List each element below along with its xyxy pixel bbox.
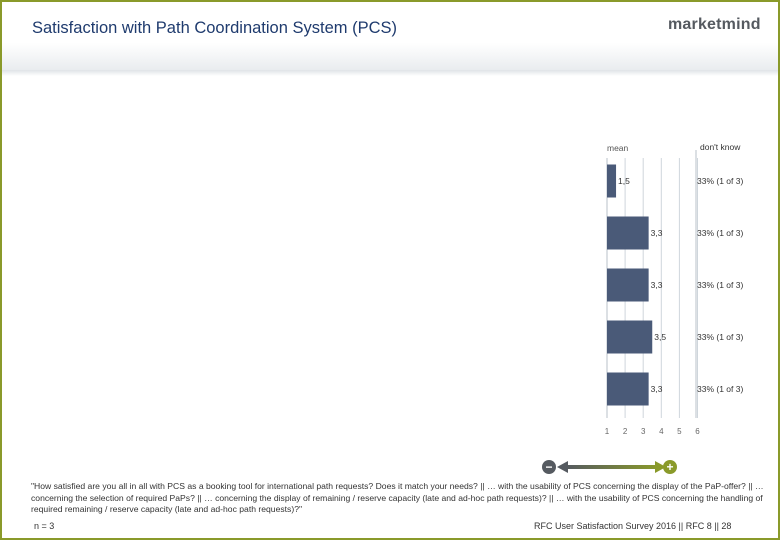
- bar-value-label: 3,5: [654, 332, 666, 342]
- scale-arrow-right-head: [655, 461, 666, 473]
- dont-know-label: don't know: [700, 142, 741, 152]
- x-axis-ticks: 1 2 3 4 5 6: [605, 427, 701, 436]
- dont-know-value: 33% (1 of 3): [697, 332, 743, 342]
- bars: 1,5 33% (1 of 3) 3,3 33% (1 of 3) 3,3 33% (1 …: [607, 164, 743, 406]
- plus-symbol: +: [666, 460, 673, 474]
- dont-know-value: 33% (1 of 3): [697, 384, 743, 394]
- question-text: "How satisfied are you all in all with P…: [31, 481, 764, 514]
- dont-know-value: 33% (1 of 3): [697, 280, 743, 290]
- x-tick-label: 2: [623, 427, 628, 436]
- minus-icon: [542, 460, 556, 474]
- x-tick-label: 4: [659, 427, 664, 436]
- plus-icon: [663, 460, 677, 474]
- header-divider: [2, 70, 778, 76]
- bar: [607, 268, 649, 302]
- bar: [607, 164, 617, 198]
- sample-size: n = 3: [34, 521, 55, 531]
- x-tick-label: 3: [641, 427, 646, 436]
- x-tick-label: 1: [605, 427, 610, 436]
- bar-value-label: 1,5: [618, 176, 630, 186]
- bar-value-label: 3,3: [651, 228, 663, 238]
- slide-header: Satisfaction with Path Coordination Syst…: [2, 2, 778, 70]
- scale-arrow-shaft: [566, 465, 658, 469]
- bar-value-label: 3,3: [651, 280, 663, 290]
- mean-label: mean: [607, 143, 629, 153]
- bar: [607, 216, 649, 250]
- dont-know-value: 33% (1 of 3): [697, 228, 743, 238]
- scale-arrow-left-head: [557, 461, 568, 473]
- marketmind-logo: marketmind: [668, 16, 761, 33]
- x-tick-label: 6: [695, 427, 700, 436]
- minus-symbol: −: [545, 460, 552, 474]
- bar-value-label: 3,3: [651, 384, 663, 394]
- footer-source: RFC User Satisfaction Survey 2016 || RFC…: [534, 521, 732, 531]
- page-title: Satisfaction with Path Coordination Syst…: [32, 19, 397, 37]
- x-tick-label: 5: [677, 427, 682, 436]
- bar: [607, 320, 653, 354]
- scale-legend: − +: [542, 460, 677, 474]
- bar: [607, 372, 649, 406]
- dont-know-value: 33% (1 of 3): [697, 176, 743, 186]
